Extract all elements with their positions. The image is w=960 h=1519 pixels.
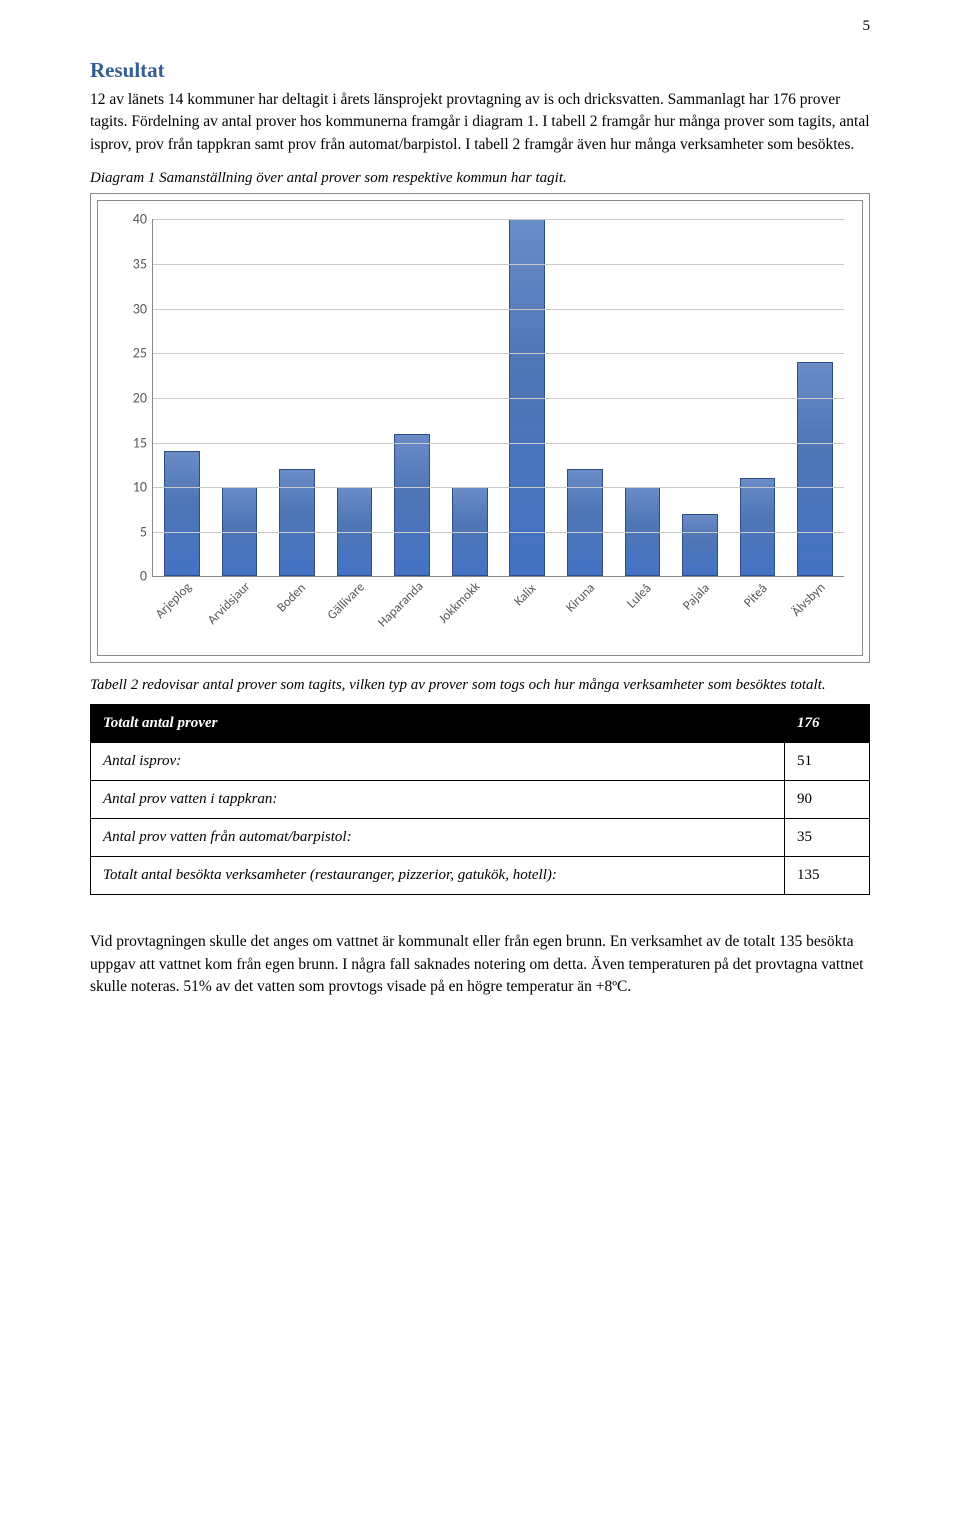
table-cell-value: 135 [785,857,870,895]
chart-x-label: Kalix [511,582,539,610]
chart-x-label: Älvsbyn [789,581,829,621]
table-cell-value: 90 [785,781,870,819]
table-header-value: 176 [785,705,870,743]
chart-x-label: Arvidsjaur [204,580,253,629]
chart-y-tick-label: 10 [133,479,153,496]
table-row: Antal prov vatten från automat/barpistol… [91,819,870,857]
page-number: 5 [863,18,871,35]
chart-x-label: Boden [274,581,309,616]
chart-x-label-slot: Gällivare [325,579,383,649]
chart-y-tick-label: 20 [133,389,153,406]
table-cell-label: Antal isprov: [91,743,785,781]
chart-gridline [153,309,844,310]
spacer [90,895,870,925]
table-caption: Tabell 2 redovisar antal prover som tagi… [90,677,870,694]
chart-gridline [153,219,844,220]
chart-bar [164,451,200,576]
chart-gridline [153,353,844,354]
chart-bar [682,514,718,576]
chart-x-label-slot: Boden [267,579,325,649]
chart-x-label: Piteå [741,582,770,611]
chart-gridline [153,487,844,488]
table-header-row: Totalt antal prover 176 [91,705,870,743]
chart-x-label-slot: Arjeplog [152,579,210,649]
chart-y-tick-label: 40 [133,211,153,228]
chart-y-tick-label: 25 [133,345,153,362]
chart-x-label: Jokkmokk [436,580,483,627]
chart-gridline [153,264,844,265]
table-cell-value: 51 [785,743,870,781]
chart-bar [797,362,833,576]
chart-x-label-slot: Kalix [498,579,556,649]
table-cell-value: 35 [785,819,870,857]
chart-gridline [153,398,844,399]
chart-x-label-slot: Haparanda [383,579,441,649]
chart-gridline [153,443,844,444]
chart-bar [740,478,776,576]
chart-y-tick-label: 15 [133,434,153,451]
intro-paragraph: 12 av länets 14 kommuner har deltagit i … [90,89,870,156]
table-cell-label: Antal prov vatten i tappkran: [91,781,785,819]
closing-paragraph: Vid provtagningen skulle det anges om va… [90,931,870,998]
chart-x-label-slot: Jokkmokk [440,579,498,649]
chart-x-label: Luleå [624,581,654,611]
chart-frame: 0510152025303540 ArjeplogArvidsjaurBoden… [90,193,870,663]
table-cell-label: Totalt antal besökta verksamheter (resta… [91,857,785,895]
table-row: Totalt antal besökta verksamheter (resta… [91,857,870,895]
chart-x-label: Haparanda [375,579,426,630]
chart-x-label-slot: Arvidsjaur [210,579,268,649]
chart-x-label-slot: Piteå [729,579,787,649]
table-row: Antal isprov: 51 [91,743,870,781]
chart-x-labels: ArjeplogArvidsjaurBodenGällivareHaparand… [152,579,844,649]
chart-y-tick-label: 35 [133,256,153,273]
chart-gridline [153,532,844,533]
diagram-caption: Diagram 1 Samanställning över antal prov… [90,170,870,187]
chart-inner-border: 0510152025303540 ArjeplogArvidsjaurBoden… [97,200,863,656]
chart-bar [279,469,315,576]
chart-x-label-slot: Pajala [671,579,729,649]
chart-x-label-slot: Älvsbyn [786,579,844,649]
chart-bar [567,469,603,576]
chart-x-label-slot: Luleå [613,579,671,649]
table-row: Antal prov vatten i tappkran: 90 [91,781,870,819]
chart-x-label: Pajala [680,581,713,614]
table-header-label: Totalt antal prover [91,705,785,743]
chart-y-tick-label: 30 [133,300,153,317]
table-cell-label: Antal prov vatten från automat/barpistol… [91,819,785,857]
document-page: 5 Resultat 12 av länets 14 kommuner har … [0,0,960,1069]
chart-x-label: Gällivare [324,580,367,623]
data-table: Totalt antal prover 176 Antal isprov: 51… [90,704,870,895]
section-heading: Resultat [90,58,870,83]
chart-y-tick-label: 5 [140,523,153,540]
chart-x-label-slot: Kiruna [556,579,614,649]
chart-bar [394,434,430,577]
chart-plot-area: 0510152025303540 [152,219,844,577]
chart-x-label: Kiruna [563,581,598,616]
chart-x-label: Arjeplog [153,580,195,622]
